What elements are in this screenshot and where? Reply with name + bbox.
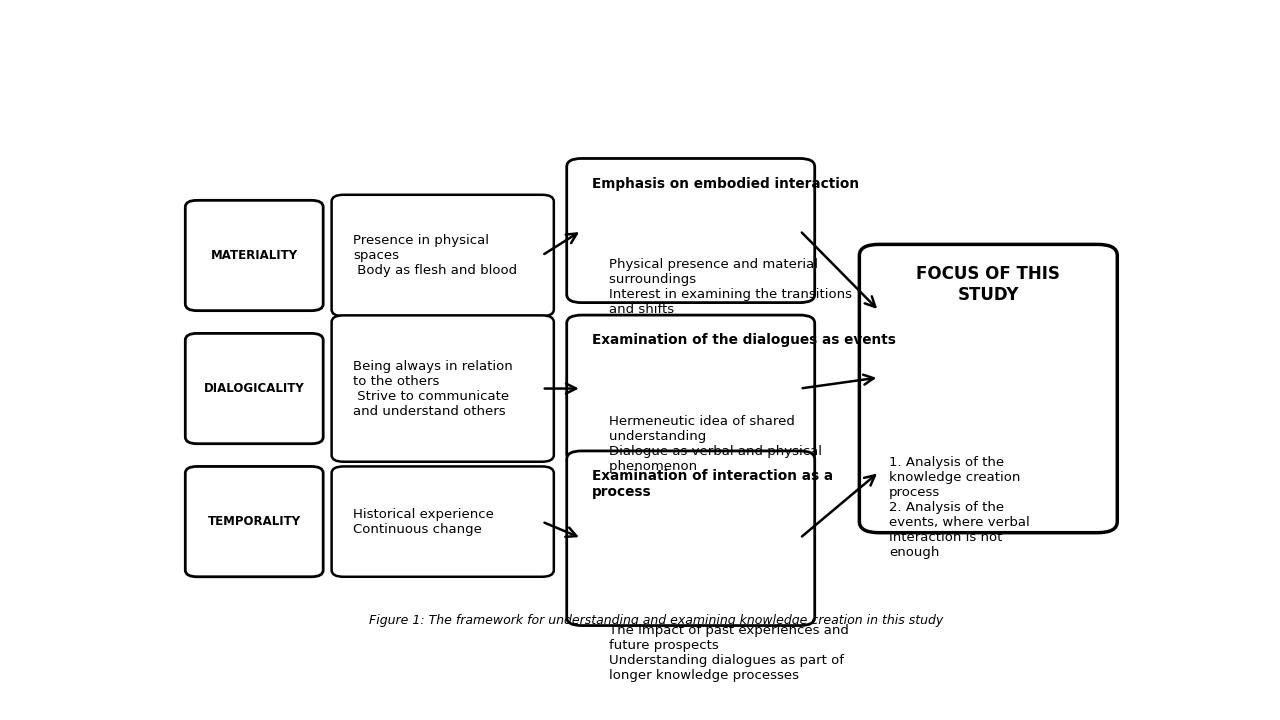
FancyBboxPatch shape [567,315,815,462]
Text: Hermeneutic idea of shared
    understanding
    Dialogue as verbal and physical: Hermeneutic idea of shared understanding… [591,415,822,473]
Text: The impact of past experiences and
    future prospects
    Understanding dialog: The impact of past experiences and futur… [591,624,849,683]
FancyBboxPatch shape [332,467,554,577]
Text: Being always in relation
to the others
 Strive to communicate
and understand oth: Being always in relation to the others S… [353,359,513,418]
FancyBboxPatch shape [567,158,815,302]
FancyBboxPatch shape [186,333,323,444]
FancyBboxPatch shape [859,244,1117,533]
Text: FOCUS OF THIS
STUDY: FOCUS OF THIS STUDY [916,266,1060,305]
Text: Historical experience
Continuous change: Historical experience Continuous change [353,508,494,536]
FancyBboxPatch shape [332,195,554,316]
Text: DIALOGICALITY: DIALOGICALITY [204,382,305,395]
Text: MATERIALITY: MATERIALITY [211,249,298,262]
Text: Presence in physical
spaces
 Body as flesh and blood: Presence in physical spaces Body as fles… [353,234,517,277]
FancyBboxPatch shape [186,200,323,310]
Text: Physical presence and material
    surroundings
    Interest in examining the tr: Physical presence and material surroundi… [591,258,851,316]
FancyBboxPatch shape [332,315,554,462]
Text: Examination of interaction as a
process: Examination of interaction as a process [591,469,833,500]
Text: TEMPORALITY: TEMPORALITY [207,515,301,528]
FancyBboxPatch shape [186,467,323,577]
Text: Emphasis on embodied interaction: Emphasis on embodied interaction [591,177,859,191]
Text: Examination of the dialogues as events: Examination of the dialogues as events [591,333,896,347]
Text: Figure 1: The framework for understanding and examining knowledge creation in th: Figure 1: The framework for understandin… [369,614,943,627]
FancyBboxPatch shape [567,451,815,626]
Text: 1. Analysis of the
knowledge creation
process
2. Analysis of the
events, where v: 1. Analysis of the knowledge creation pr… [890,456,1030,559]
